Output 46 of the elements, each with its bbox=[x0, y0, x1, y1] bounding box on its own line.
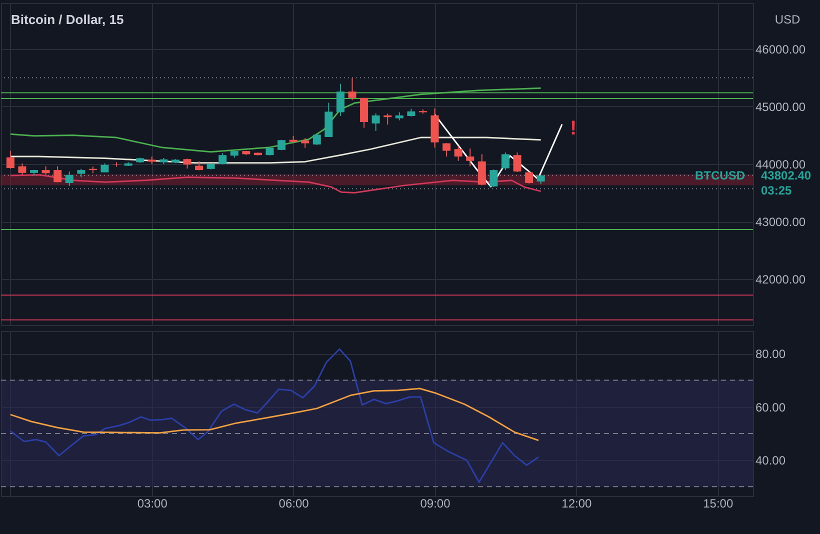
x-tick-label: 09:00 bbox=[420, 496, 451, 510]
y-tick-label: 80.00 bbox=[756, 347, 786, 362]
line-series bbox=[10, 136, 542, 164]
line-series bbox=[10, 174, 542, 194]
candlestick bbox=[513, 152, 522, 173]
candlestick bbox=[301, 138, 310, 148]
candlestick bbox=[442, 142, 451, 158]
annotation: ! bbox=[570, 117, 577, 140]
y-tick-label: 46000.00 bbox=[756, 42, 806, 56]
candlestick bbox=[65, 170, 74, 187]
y-tick-label: 43000.00 bbox=[756, 215, 806, 229]
candlestick bbox=[195, 160, 204, 171]
candlestick bbox=[454, 145, 462, 162]
x-tick-label: 03:00 bbox=[137, 496, 168, 510]
candlestick bbox=[372, 112, 380, 132]
y-tick-label: 42000.00 bbox=[756, 272, 806, 286]
y-tick-label: 40.00 bbox=[756, 454, 786, 468]
candlestick bbox=[278, 139, 286, 151]
line-series bbox=[10, 388, 540, 442]
candlestick bbox=[348, 78, 356, 101]
candlestick bbox=[336, 83, 344, 116]
candlestick bbox=[6, 150, 14, 170]
candlestick bbox=[312, 134, 321, 146]
ref-line-label: BTCUSD bbox=[695, 168, 746, 182]
x-tick-label: 06:00 bbox=[278, 496, 310, 510]
y-axis-title: USD bbox=[774, 12, 800, 26]
y-tick-label: 45000.00 bbox=[756, 100, 806, 114]
candlestick bbox=[478, 154, 486, 186]
y-tick-label: 60.00 bbox=[756, 400, 786, 414]
x-tick-label: 15:00 bbox=[703, 496, 734, 510]
candlestick bbox=[525, 170, 534, 184]
candlestick bbox=[501, 152, 510, 171]
candlestick bbox=[536, 174, 545, 185]
text: Bitcoin / Dollar, 15 bbox=[11, 12, 124, 27]
candlestick bbox=[18, 162, 26, 176]
candlestick bbox=[183, 158, 192, 170]
candlestick bbox=[218, 152, 227, 165]
candlestick bbox=[430, 108, 439, 148]
line-series bbox=[10, 348, 540, 483]
text: 03:25 bbox=[761, 183, 792, 198]
candlestick bbox=[360, 97, 368, 128]
candlestick bbox=[466, 148, 474, 167]
x-tick-label: 12:00 bbox=[562, 496, 592, 510]
candlestick bbox=[54, 166, 62, 183]
candlestick bbox=[324, 102, 333, 138]
candlestick bbox=[490, 168, 498, 188]
